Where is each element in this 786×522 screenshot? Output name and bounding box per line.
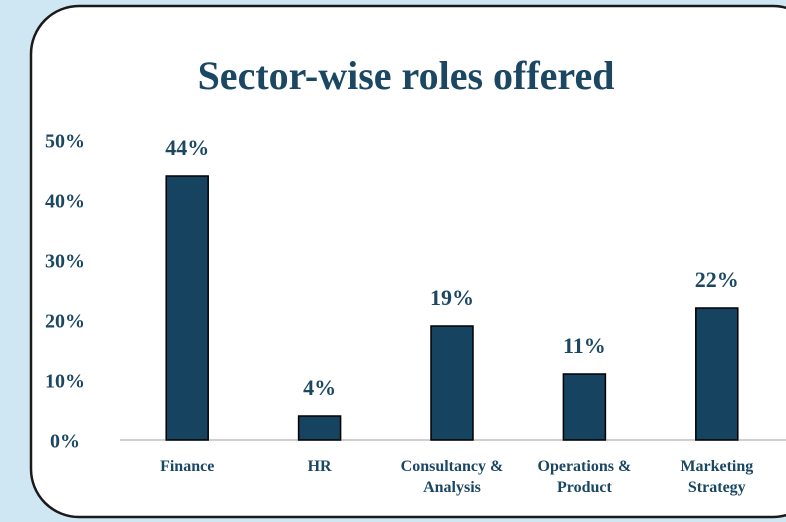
x-tick-label: Finance xyxy=(160,458,215,475)
x-tick-label: Marketing Strategy xyxy=(680,458,754,496)
bar xyxy=(165,175,209,441)
data-label: 19% xyxy=(430,285,474,310)
data-label: 44% xyxy=(165,135,209,160)
x-tick-label-box: Marketing Strategy xyxy=(680,458,754,496)
data-label: 11% xyxy=(563,333,606,358)
chart-title: Sector-wise roles offered xyxy=(198,53,615,98)
x-tick-label-box: Operations & Product xyxy=(537,458,632,496)
bar xyxy=(297,415,342,441)
bar xyxy=(430,325,474,441)
y-tick-label: 30% xyxy=(45,251,85,273)
bar xyxy=(562,373,607,441)
x-tick-label: HR xyxy=(307,458,332,475)
data-label: 22% xyxy=(695,267,739,292)
x-tick-label-box: HR xyxy=(307,458,332,475)
data-label: 4% xyxy=(303,375,336,400)
y-tick-label: 0% xyxy=(50,431,80,453)
x-tick-label: Consultancy & Analysis xyxy=(400,458,504,496)
x-tick-label-box: Consultancy & Analysis xyxy=(400,458,504,496)
x-tick-label: Operations & Product xyxy=(537,458,632,496)
y-tick-label: 20% xyxy=(45,311,85,333)
x-tick-label-box: Finance xyxy=(160,458,215,475)
y-tick-label: 40% xyxy=(45,191,85,213)
y-tick-label: 10% xyxy=(45,371,85,393)
y-tick-label: 50% xyxy=(45,131,85,153)
bar xyxy=(695,307,739,441)
